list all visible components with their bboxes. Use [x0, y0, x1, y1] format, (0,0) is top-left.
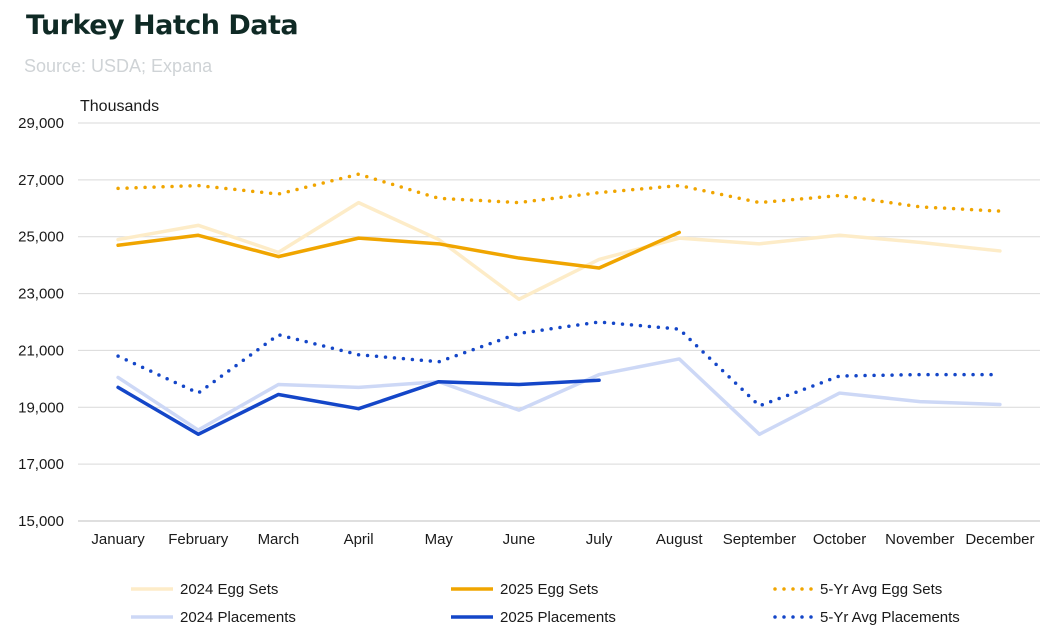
x-tick-label: September	[723, 531, 796, 548]
legend-label: 5-Yr Avg Egg Sets	[820, 581, 942, 598]
x-tick-label: April	[344, 531, 374, 548]
y-tick-label: 23,000	[18, 286, 64, 303]
y-axis-ticks: 15,000 17,000 19,000 21,000 23,000 25,000 27,0…	[18, 115, 64, 530]
legend-label: 2024 Placements	[180, 609, 296, 626]
series-line-2025-egg-sets	[116, 230, 681, 270]
legend-item: 2025 Placements	[451, 609, 616, 626]
x-axis-ticks: January February March April May June July Augu…	[91, 531, 1034, 548]
legend-label: 5-Yr Avg Placements	[820, 609, 960, 626]
x-tick-label: June	[503, 531, 536, 548]
legend-item: 2025 Egg Sets	[451, 581, 598, 598]
x-tick-label: August	[656, 531, 704, 548]
y-tick-label: 25,000	[18, 229, 64, 246]
series-line-2024-egg-sets	[116, 200, 1002, 302]
y-tick-label: 29,000	[18, 115, 64, 132]
chart-source: Source: USDA; Expana	[24, 56, 213, 76]
legend-item: 2024 Egg Sets	[131, 581, 278, 598]
legend-item: 5-Yr Avg Placements	[773, 609, 960, 626]
y-axis-unit-label: Thousands	[80, 98, 159, 115]
legend-label: 2025 Placements	[500, 609, 616, 626]
x-tick-label: December	[965, 531, 1034, 548]
legend-item: 2024 Placements	[131, 609, 296, 626]
grid-lines	[78, 122, 1040, 522]
x-tick-label: January	[91, 531, 145, 548]
y-tick-label: 21,000	[18, 342, 64, 359]
series-lines	[116, 172, 1002, 437]
legend-item: 5-Yr Avg Egg Sets	[773, 581, 942, 598]
series-line-5-yr-avg-placements	[116, 320, 1002, 408]
x-tick-label: October	[813, 531, 866, 548]
x-tick-label: November	[885, 531, 954, 548]
x-tick-label: February	[168, 531, 229, 548]
x-tick-label: May	[425, 531, 454, 548]
legend: 2024 Egg Sets 2025 Egg Sets 5-Yr Avg Egg S…	[131, 581, 960, 626]
chart-title: Turkey Hatch Data	[26, 10, 299, 41]
legend-label: 2024 Egg Sets	[180, 581, 278, 598]
series-line-2024-placements	[116, 357, 1002, 437]
y-tick-label: 15,000	[18, 513, 64, 530]
legend-label: 2025 Egg Sets	[500, 581, 598, 598]
x-tick-label: March	[258, 531, 300, 548]
y-tick-label: 17,000	[18, 456, 64, 473]
x-tick-label: July	[586, 531, 613, 548]
y-tick-label: 19,000	[18, 399, 64, 416]
y-tick-label: 27,000	[18, 172, 64, 189]
